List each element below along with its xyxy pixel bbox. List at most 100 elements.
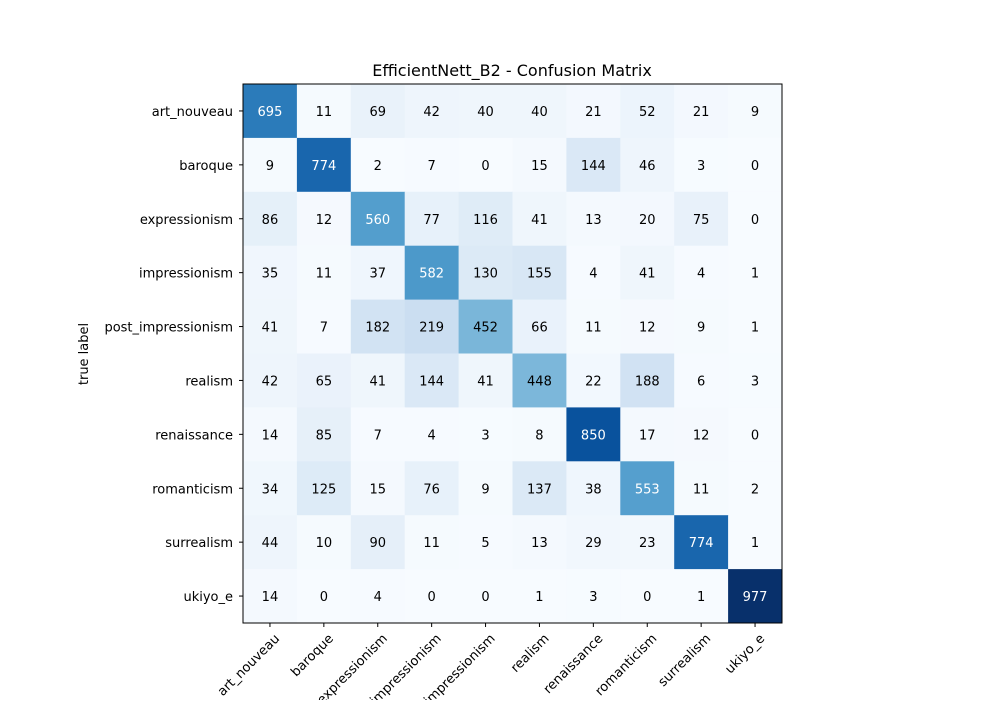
plot-frame — [242, 83, 783, 624]
cell-value-label: 86 — [262, 213, 279, 228]
cell-value-label: 144 — [581, 159, 606, 174]
cell-value-label: 38 — [585, 482, 602, 497]
heatmap-cell — [728, 353, 783, 408]
x-tick-label: surrealism — [656, 631, 715, 690]
cell-value-label: 0 — [751, 159, 759, 174]
heatmap-cell — [458, 515, 513, 570]
heatmap-cell — [566, 515, 621, 570]
cell-value-label: 85 — [316, 428, 333, 443]
heatmap-cell — [243, 569, 298, 624]
heatmap-cell — [620, 245, 675, 301]
x-tick-label: art_nouveau — [215, 631, 283, 699]
heatmap-cell — [674, 569, 729, 624]
y-tick-label: baroque — [179, 159, 233, 174]
cell-value-label: 52 — [639, 105, 656, 120]
cell-value-label: 116 — [473, 213, 498, 228]
heatmap-cell-labels: 695 11 69 42 40 40 21 52 21 99 774 2 7 0 15 144 46 3 086 12… — [258, 105, 768, 605]
chart-title: EfficientNett_B2 - Confusion Matrix — [372, 61, 652, 81]
heatmap-cell — [243, 353, 298, 408]
heatmap-cell — [243, 461, 298, 516]
cell-value-label: 6 — [697, 374, 705, 389]
cell-value-label: 14 — [262, 428, 279, 443]
heatmap-cell — [566, 461, 621, 516]
heatmap-cell — [350, 461, 406, 516]
x-tick-label: ukiyo_e — [722, 631, 768, 677]
cell-value-label: 44 — [262, 536, 279, 551]
cell-value-label: 3 — [697, 159, 705, 174]
cell-value-label: 0 — [428, 590, 436, 605]
cell-value-label: 155 — [527, 267, 552, 282]
cell-value-label: 774 — [689, 536, 714, 551]
cell-value-label: 15 — [531, 159, 548, 174]
heatmap-cell — [458, 84, 513, 139]
heatmap-cell — [566, 407, 621, 462]
heatmap-cell — [566, 353, 621, 408]
cell-value-label: 9 — [481, 482, 489, 497]
heatmap-cell — [728, 299, 783, 354]
heatmap-cell — [350, 137, 406, 193]
y-tick-label: romanticism — [152, 482, 233, 497]
heatmap-cell — [404, 569, 460, 624]
cell-value-label: 41 — [477, 374, 494, 389]
cell-value-label: 125 — [311, 482, 336, 497]
cell-value-label: 13 — [585, 213, 602, 228]
cell-value-label: 29 — [585, 536, 602, 551]
heatmap-cell — [458, 191, 513, 247]
cell-value-label: 3 — [751, 374, 759, 389]
cell-value-label: 9 — [266, 159, 274, 174]
cell-value-label: 22 — [585, 374, 602, 389]
cell-value-label: 4 — [428, 428, 436, 443]
cell-value-label: 695 — [258, 105, 283, 120]
cell-value-label: 66 — [531, 321, 548, 336]
cell-value-label: 774 — [311, 159, 336, 174]
heatmap-cell — [566, 245, 621, 301]
cell-value-label: 23 — [639, 536, 656, 551]
y-tick-label: realism — [185, 374, 233, 389]
cell-value-label: 9 — [751, 105, 759, 120]
heatmap-cell — [404, 299, 460, 354]
heatmap-cell — [620, 407, 675, 462]
heatmap-cell — [620, 569, 675, 624]
cell-value-label: 14 — [262, 590, 279, 605]
cell-value-label: 10 — [316, 536, 333, 551]
heatmap-cell — [728, 515, 783, 570]
heatmap-cell — [620, 84, 675, 139]
cell-value-label: 2 — [374, 159, 382, 174]
cell-value-label: 1 — [751, 536, 759, 551]
cell-value-label: 21 — [585, 105, 602, 120]
heatmap-cell — [512, 191, 567, 247]
cell-value-label: 137 — [527, 482, 552, 497]
heatmap-cell — [458, 299, 513, 354]
cell-value-label: 8 — [535, 428, 543, 443]
cell-value-label: 35 — [262, 267, 279, 282]
heatmap-cell — [620, 299, 675, 354]
cell-value-label: 90 — [369, 536, 386, 551]
cell-value-label: 11 — [585, 321, 602, 336]
heatmap-cell — [512, 84, 567, 139]
heatmap-cell — [458, 245, 513, 301]
y-tick-label: ukiyo_e — [183, 590, 233, 605]
cell-value-label: 182 — [365, 321, 390, 336]
heatmap-cell — [728, 137, 783, 193]
cell-value-label: 977 — [743, 590, 768, 605]
heatmap-cell — [404, 191, 460, 247]
heatmap-cell — [243, 137, 298, 193]
heatmap-cell — [728, 407, 783, 462]
cell-value-label: 40 — [531, 105, 548, 120]
heatmap-cell — [243, 245, 298, 301]
x-tick-label: realism — [508, 631, 552, 675]
cell-value-label: 41 — [639, 267, 656, 282]
cell-value-label: 12 — [316, 213, 333, 228]
cell-value-label: 144 — [419, 374, 444, 389]
cell-value-label: 77 — [423, 213, 440, 228]
heatmap-cell — [296, 84, 352, 139]
cell-value-label: 0 — [481, 159, 489, 174]
cell-value-label: 69 — [369, 105, 386, 120]
cell-value-label: 0 — [751, 428, 759, 443]
cell-value-label: 11 — [316, 267, 333, 282]
heatmap-cell — [566, 569, 621, 624]
cell-value-label: 37 — [369, 267, 386, 282]
heatmap-cell — [296, 515, 352, 570]
